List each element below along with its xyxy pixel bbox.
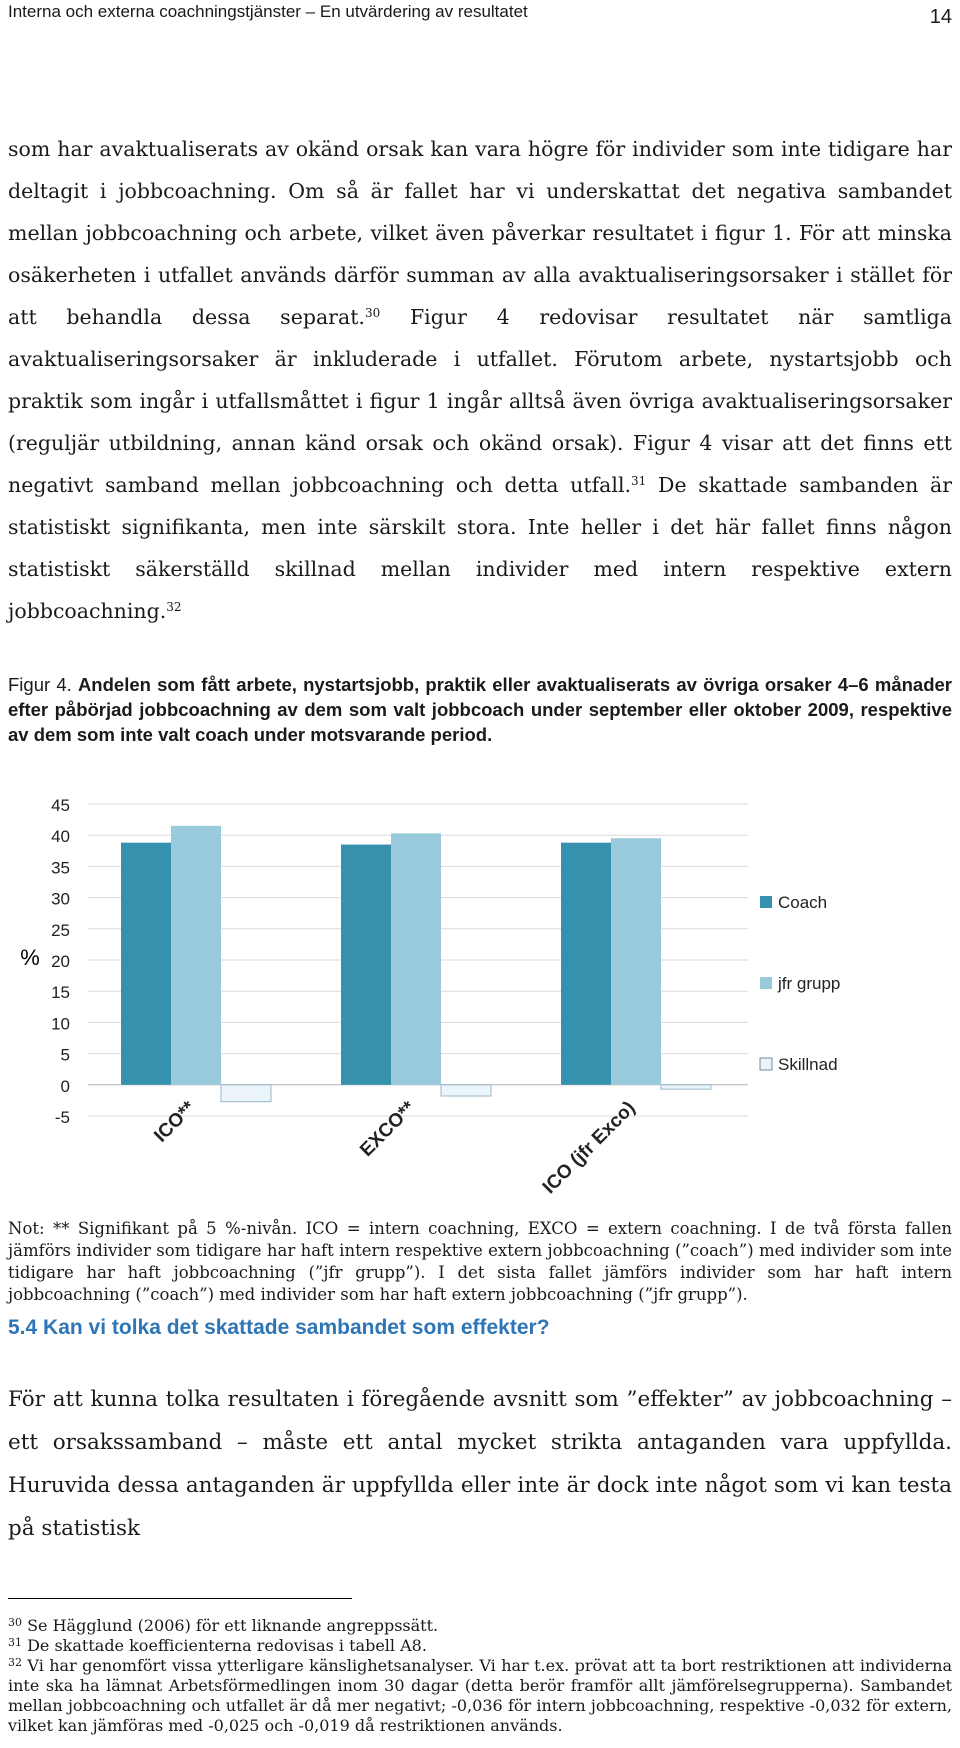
bar-jfr-grupp: [611, 838, 661, 1085]
footnote-number: 32: [8, 1656, 22, 1669]
footnote-text: De skattade koefficienterna redovisas i …: [22, 1636, 427, 1655]
bar-chart: 45 40 35 30 25 20 15 10 5 0 -5 ICO** EXCO** ICO (jfr…: [20, 796, 840, 1198]
paragraph-text: som har avaktualiserats av okänd orsak k…: [8, 137, 952, 329]
x-tick-label: ICO (jfr Exco): [539, 1097, 640, 1198]
bar-skillnad: [660, 1084, 712, 1090]
y-tick-label: 0: [61, 1077, 70, 1096]
legend-label: Coach: [778, 893, 827, 912]
bar-jfr-grupp: [171, 825, 221, 1085]
y-axis-ticks: 45 40 35 30 25 20 15 10 5 0 -5: [51, 796, 70, 1127]
document-title: Interna och externa coachningstjänster –…: [8, 2, 528, 21]
chart-bars: [121, 825, 712, 1103]
y-tick-label: 25: [51, 921, 70, 940]
y-tick-label: -5: [55, 1108, 70, 1127]
x-tick-label: ICO**: [150, 1097, 200, 1147]
legend-label: Skillnad: [778, 1055, 838, 1074]
x-tick-label: EXCO**: [356, 1097, 420, 1161]
y-tick-label: 40: [51, 827, 70, 846]
y-axis-label: %: [20, 945, 40, 970]
bar-coach: [341, 844, 391, 1085]
y-tick-label: 20: [51, 952, 70, 971]
footnote-ref[interactable]: 31: [631, 474, 647, 488]
chart-legend: Coach jfr grupp Skillnad: [759, 893, 840, 1074]
footnote: 31 De skattade koefficienterna redovisas…: [8, 1636, 952, 1656]
footnote: 30 Se Hägglund (2006) för ett liknande a…: [8, 1616, 952, 1636]
bar-coach: [121, 842, 171, 1085]
bar-coach: [561, 842, 611, 1085]
y-tick-label: 15: [51, 983, 70, 1002]
x-axis-labels: ICO** EXCO** ICO (jfr Exco): [150, 1097, 639, 1198]
bar-skillnad: [220, 1084, 272, 1103]
footnote-number: 30: [8, 1616, 22, 1629]
page-number: 14: [929, 6, 952, 28]
section-paragraph: För att kunna tolka resultaten i föregåe…: [8, 1387, 952, 1541]
y-tick-label: 10: [51, 1014, 70, 1033]
footnote-text: Vi har genomfört vissa ytterligare känsl…: [8, 1656, 952, 1735]
footnote: 32 Vi har genomfört vissa ytterligare kä…: [8, 1656, 952, 1736]
legend-swatch: [759, 1057, 773, 1071]
page-header: Interna och externa coachningstjänster –…: [8, 0, 952, 32]
y-tick-label: 30: [51, 890, 70, 909]
figure-label: Figur 4.: [8, 674, 78, 695]
legend-label: jfr grupp: [777, 974, 840, 993]
figure-note: Not: ** Signifikant på 5 %-nivån. ICO = …: [8, 1219, 952, 1304]
y-tick-label: 45: [51, 796, 70, 815]
y-tick-label: 5: [61, 1046, 70, 1065]
y-tick-label: 35: [51, 858, 70, 877]
figure-caption: Figur 4. Andelen som fått arbete, nystar…: [8, 672, 952, 747]
figure-caption-text: Andelen som fått arbete, nystartsjobb, p…: [8, 674, 953, 745]
footnote-ref[interactable]: 30: [364, 306, 381, 320]
bar-skillnad: [440, 1084, 492, 1097]
bar-jfr-grupp: [391, 833, 441, 1085]
legend-swatch: [760, 977, 772, 989]
body-paragraph: som har avaktualiserats av okänd orsak k…: [8, 128, 952, 632]
footnote-ref[interactable]: 32: [166, 600, 182, 614]
legend-swatch: [760, 896, 772, 908]
footnote-divider: [8, 1598, 352, 1599]
footnotes: 30 Se Hägglund (2006) för ett liknande a…: [8, 1616, 952, 1736]
section-heading: 5.4 Kan vi tolka det skattade sambandet …: [8, 1316, 550, 1339]
footnote-number: 31: [8, 1636, 22, 1649]
paragraph-text: Figur 4 redovisar resultatet när samtlig…: [8, 305, 952, 497]
footnote-text: Se Hägglund (2006) för ett liknande angr…: [22, 1616, 439, 1635]
paragraph-text: De skattade sambanden är statistiskt sig…: [8, 473, 952, 623]
